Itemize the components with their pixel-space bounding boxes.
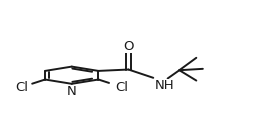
Text: O: O bbox=[123, 40, 134, 53]
Text: N: N bbox=[67, 85, 77, 98]
Text: Cl: Cl bbox=[15, 81, 28, 94]
Text: Cl: Cl bbox=[115, 81, 128, 94]
Text: NH: NH bbox=[155, 79, 174, 92]
